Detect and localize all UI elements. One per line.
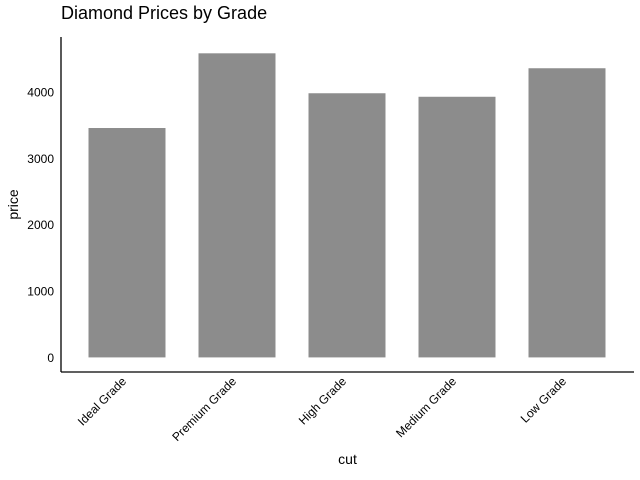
- x-tick-label: Premium Grade: [169, 374, 239, 444]
- bar: [308, 93, 386, 358]
- y-tick-label: 4000: [27, 86, 54, 100]
- chart-title: Diamond Prices by Grade: [61, 3, 268, 23]
- y-axis-label: price: [5, 189, 21, 220]
- x-tick-label: Ideal Grade: [75, 374, 129, 428]
- y-tick-label: 1000: [27, 285, 54, 299]
- bar: [88, 128, 166, 358]
- bar: [198, 53, 276, 358]
- x-axis: Ideal Grade Premium Grade High Grade Medium…: [75, 374, 569, 444]
- x-tick-label: Medium Grade: [393, 374, 459, 440]
- y-tick-label: 2000: [27, 218, 54, 232]
- bar: [528, 68, 606, 358]
- x-axis-label: cut: [338, 451, 357, 467]
- x-tick-label: Low Grade: [518, 374, 570, 426]
- x-tick-label: High Grade: [296, 374, 350, 428]
- y-tick-label: 0: [47, 351, 54, 365]
- bars-group: [88, 53, 606, 358]
- y-axis: 0 1000 2000 3000 4000: [27, 86, 54, 365]
- bar: [418, 96, 496, 358]
- y-tick-label: 3000: [27, 152, 54, 166]
